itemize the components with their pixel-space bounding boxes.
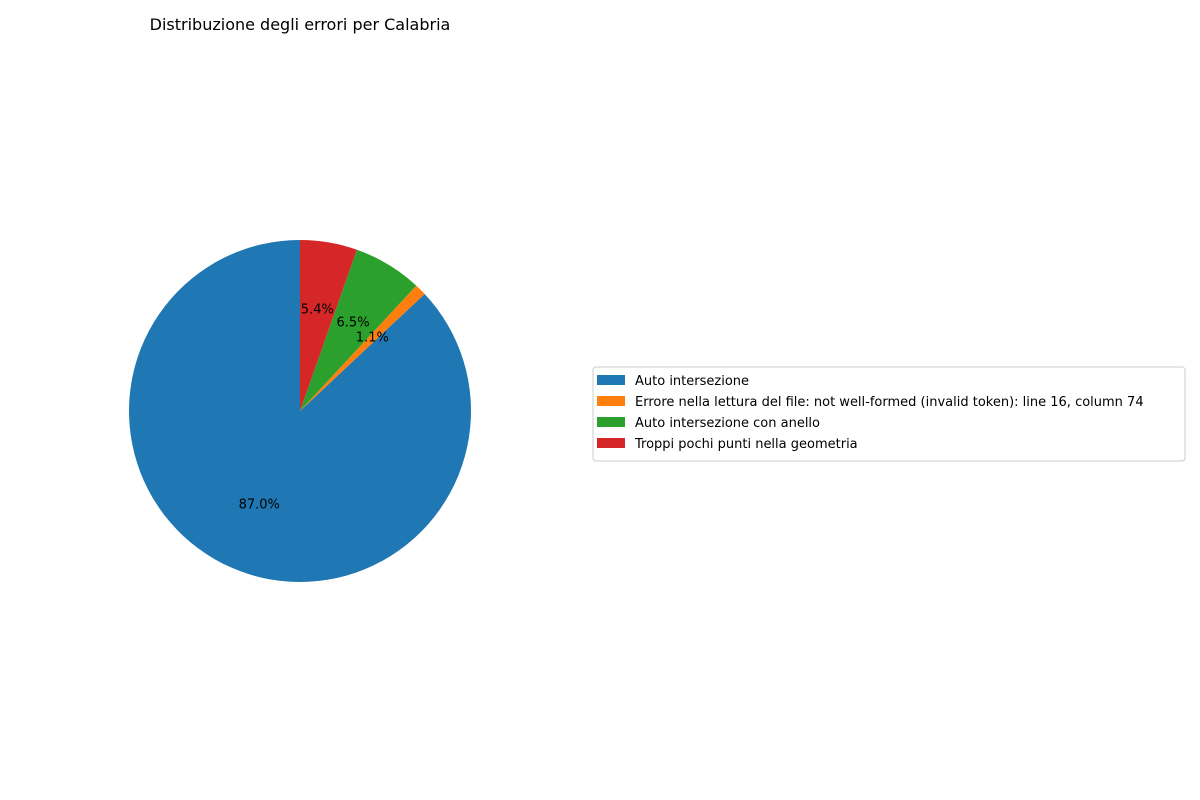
- legend-entry-label: Troppi pochi punti nella geometria: [634, 437, 858, 452]
- legend: Auto intersezione Errore nella lettura de…: [592, 366, 1186, 462]
- pie-percent-label: 1.1%: [356, 331, 389, 346]
- legend-frame: [592, 366, 1186, 462]
- pie-slice: [128, 240, 471, 582]
- pie-percent-label: 87.0%: [239, 498, 280, 513]
- legend-entry-label: Auto intersezione: [635, 374, 749, 389]
- legend-entry-label: Auto intersezione con anello: [635, 416, 820, 431]
- chart-title: Distribuzione degli errori per Calabria: [150, 15, 451, 34]
- pie-slices: [128, 240, 471, 582]
- pie-slice: [300, 285, 425, 411]
- legend-swatch: [597, 438, 625, 448]
- legend-swatch: [597, 417, 625, 427]
- pie-percent-label: 5.4%: [301, 302, 334, 317]
- pie-percent-label: 6.5%: [337, 316, 370, 331]
- legend-entry-label: Errore nella lettura del file: not well-…: [635, 395, 1144, 410]
- pie-slice: [300, 240, 357, 411]
- legend-swatch: [597, 396, 625, 406]
- pie-percent-labels: 87.0% 1.1%6.5%5.4%: [239, 302, 389, 512]
- pie-slice: [300, 249, 417, 411]
- legend-swatch: [597, 375, 625, 385]
